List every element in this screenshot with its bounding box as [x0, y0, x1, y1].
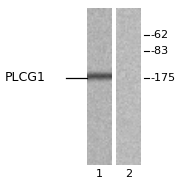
Text: 1: 1 — [96, 169, 103, 179]
Text: PLCG1: PLCG1 — [5, 71, 46, 84]
Text: -175: -175 — [150, 73, 175, 82]
Text: -83: -83 — [150, 46, 168, 56]
Text: 2: 2 — [125, 169, 132, 179]
Text: -62: -62 — [150, 30, 168, 40]
